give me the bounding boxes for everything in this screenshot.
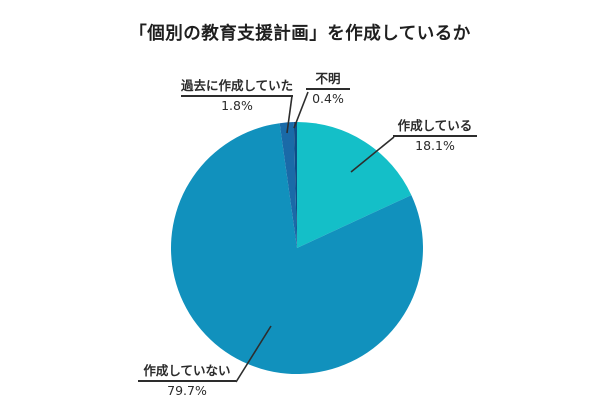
leader-line-past xyxy=(286,95,293,134)
leader-line-unknown xyxy=(293,91,309,129)
callout-unknown: 不明 0.4% xyxy=(306,71,350,106)
pie-slice-0 xyxy=(297,122,412,248)
callout-creating: 作成している 18.1% xyxy=(393,118,477,153)
leader-line-not-creating xyxy=(235,325,272,383)
callout-past-percent: 1.8% xyxy=(221,98,253,113)
callout-not-creating-label: 作成していない xyxy=(138,363,236,382)
callout-past: 過去に作成していた 1.8% xyxy=(181,78,293,113)
callout-creating-percent: 18.1% xyxy=(415,138,455,153)
callout-unknown-percent: 0.4% xyxy=(312,91,344,106)
pie-slice-1 xyxy=(170,123,423,374)
pie-slice-2 xyxy=(279,122,297,248)
callout-creating-label: 作成している xyxy=(393,118,477,137)
callout-not-creating: 作成していない 79.7% xyxy=(138,363,236,398)
pie-slice-3 xyxy=(293,122,297,248)
callout-not-creating-percent: 79.7% xyxy=(167,383,207,398)
callout-unknown-label: 不明 xyxy=(306,71,350,90)
pie-slices-group xyxy=(170,122,423,374)
leader-line-creating xyxy=(350,136,395,173)
callout-past-label: 過去に作成していた xyxy=(181,78,293,97)
page-title: 「個別の教育支援計画」を作成しているか xyxy=(129,24,471,44)
